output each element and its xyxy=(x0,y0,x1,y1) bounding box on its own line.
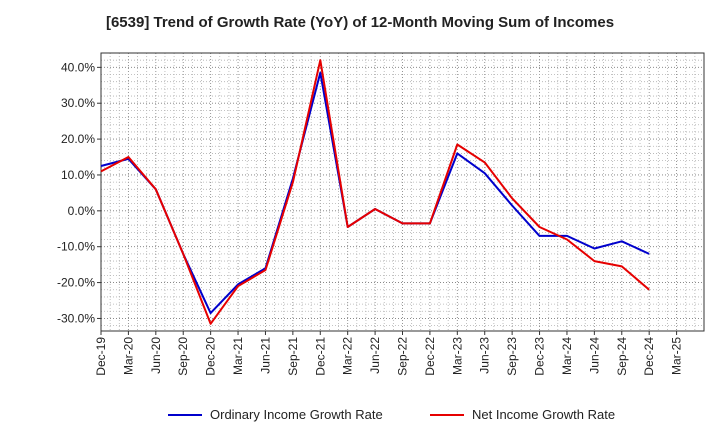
y-tick-label: 20.0% xyxy=(61,132,95,146)
x-tick-label: Jun-20 xyxy=(149,337,163,374)
x-tick-label: Jun-24 xyxy=(587,337,601,374)
y-tick-label: -30.0% xyxy=(57,311,95,325)
x-tick-label: Jun-22 xyxy=(368,337,382,374)
x-tick-label: Dec-22 xyxy=(423,337,437,376)
legend-label: Ordinary Income Growth Rate xyxy=(210,407,383,422)
x-tick-label: Jun-21 xyxy=(258,337,272,374)
y-tick-label: 40.0% xyxy=(61,60,95,74)
x-tick-label: Mar-21 xyxy=(231,337,245,375)
x-tick-label: Sep-22 xyxy=(396,337,410,376)
x-tick-label: Mar-20 xyxy=(121,337,135,375)
x-tick-label: Sep-23 xyxy=(505,337,519,376)
x-tick-label: Mar-24 xyxy=(560,337,574,375)
x-tick-label: Sep-21 xyxy=(286,337,300,376)
x-tick-label: Dec-19 xyxy=(94,337,108,376)
y-tick-label: -20.0% xyxy=(57,276,95,290)
legend-label: Net Income Growth Rate xyxy=(472,407,615,422)
x-tick-label: Dec-24 xyxy=(642,337,656,376)
x-tick-label: Sep-20 xyxy=(176,337,190,376)
x-tick-label: Mar-22 xyxy=(341,337,355,375)
x-tick-label: Mar-25 xyxy=(670,337,684,375)
x-tick-label: Dec-23 xyxy=(533,337,547,376)
x-tick-label: Dec-21 xyxy=(313,337,327,376)
x-tick-label: Jun-23 xyxy=(478,337,492,374)
y-tick-label: 10.0% xyxy=(61,168,95,182)
x-tick-label: Mar-23 xyxy=(450,337,464,375)
series-line-ordinary-income xyxy=(100,71,650,315)
y-tick-label: -10.0% xyxy=(57,240,95,254)
x-tick-label: Sep-24 xyxy=(615,337,629,376)
chart-title: [6539] Trend of Growth Rate (YoY) of 12-… xyxy=(105,14,615,31)
y-tick-label: 0.0% xyxy=(68,204,96,218)
y-tick-label: 30.0% xyxy=(61,96,95,110)
x-tick-label: Dec-20 xyxy=(204,337,218,376)
